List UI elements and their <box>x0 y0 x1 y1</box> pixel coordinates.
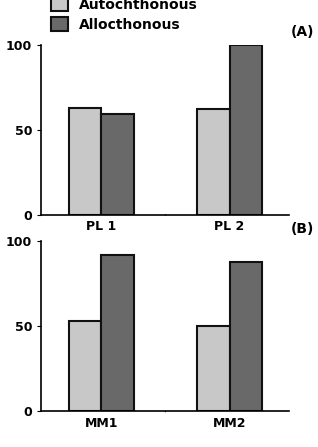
Bar <box>101 114 134 215</box>
Bar <box>197 326 230 411</box>
Bar <box>69 321 101 411</box>
Bar <box>230 45 262 215</box>
Y-axis label: FO: FO <box>0 316 1 337</box>
Legend: Autochthonous, Allocthonous: Autochthonous, Allocthonous <box>48 0 200 34</box>
Bar <box>197 109 230 215</box>
Bar <box>69 108 101 215</box>
Bar <box>230 262 262 411</box>
Bar <box>101 255 134 411</box>
Text: (A): (A) <box>291 25 315 39</box>
Y-axis label: FO: FO <box>0 119 1 140</box>
Text: (B): (B) <box>291 222 315 236</box>
